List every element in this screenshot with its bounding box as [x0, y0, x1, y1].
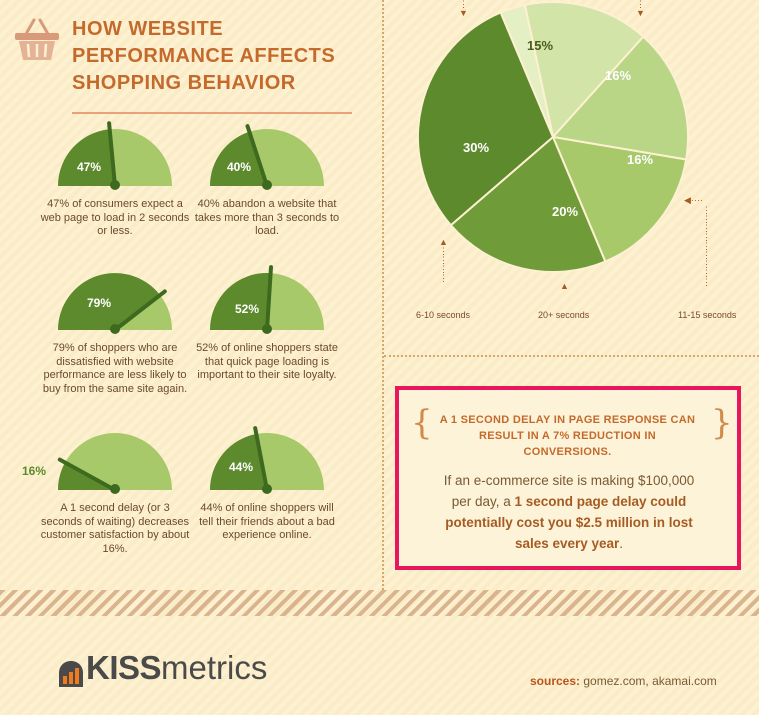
gauge-fill	[58, 273, 160, 330]
right-brace-icon: }	[711, 403, 733, 443]
logo-brand-rest: metrics	[161, 649, 268, 686]
callout-headline: A 1 SECOND DELAY IN PAGE RESPONSE CAN RE…	[439, 414, 696, 458]
arrow-up-20-icon: ▲	[560, 281, 569, 291]
pie-slice	[523, 1, 645, 140]
pie-slice	[449, 135, 607, 273]
pie-axis-label-6-10: 6-10 seconds	[416, 310, 471, 320]
arrow-down-right-icon: ⋮ ▼	[636, 0, 645, 18]
arrow-down-left-icon: ⋮ ▼	[459, 0, 468, 18]
pie-label-30: 30%	[463, 140, 490, 155]
gauge-needle	[265, 265, 273, 332]
title-line-1: HOW WEBSITE	[72, 18, 224, 40]
gauge-1-dial	[58, 121, 172, 190]
gauge-pivot	[262, 180, 272, 190]
callout-body: If an e-commerce site is making $100,000…	[443, 470, 695, 554]
decorative-stripe	[0, 590, 759, 616]
gauge-3: 79% 79% of shoppers who are dissatisfied…	[43, 264, 187, 395]
callout-body-intro: If an e-commerce site is making $100,000…	[443, 473, 695, 509]
gauge-2-value: 40%	[227, 160, 252, 174]
pie-slice	[499, 3, 554, 138]
pie-slice	[416, 11, 555, 227]
gauge-5: 16% A 1 second delay (or 3 seconds of wa…	[22, 424, 189, 555]
gauge-needle	[57, 457, 117, 492]
callout-box: { A 1 SECOND DELAY IN PAGE RESPONSE CAN …	[395, 386, 741, 570]
pie-label-16b: 16%	[605, 68, 632, 83]
gauge-2-caption: 40% abandon a website that takes more th…	[194, 198, 340, 237]
gauge-6: 44% 44% of online shoppers will tell the…	[199, 424, 335, 541]
gauge-5-value: 16%	[22, 464, 47, 478]
gauge-needle	[107, 121, 117, 188]
gauge-pivot	[110, 180, 120, 190]
gauge-fill	[58, 129, 115, 186]
page-title: HOW WEBSITE PERFORMANCE AFFECTS SHOPPING…	[72, 16, 352, 97]
callout-body-emphasis: 1 second page delay could potentially co…	[445, 494, 693, 551]
sources: sources: gomez.com, akamai.com	[530, 674, 717, 688]
gauge-needle	[253, 426, 269, 492]
gauge-4: 52% 52% of online shoppers state that qu…	[196, 264, 338, 381]
pie-label-15: 15%	[527, 38, 554, 53]
pie-axis-label-20-plus: 20+ seconds	[538, 310, 590, 320]
gauge-5-dial	[57, 433, 172, 494]
shopping-basket-icon	[15, 18, 59, 60]
gauge-fill	[210, 434, 267, 490]
gauge-pivot	[110, 484, 120, 494]
pie-slice	[551, 135, 688, 263]
logo-brand-bold: KISS	[86, 649, 162, 686]
gauge-4-caption: 52% of online shoppers state that quick …	[196, 342, 338, 381]
gauge-needle	[113, 289, 167, 332]
gauge-3-caption: 79% of shoppers who are dissatisfied wit…	[42, 342, 188, 395]
gauge-1-value: 47%	[77, 160, 102, 174]
gauge-6-value: 44%	[229, 460, 254, 474]
gauge-needle	[245, 124, 269, 188]
gauge-3-value: 79%	[87, 296, 112, 310]
gauge-2-dial	[210, 124, 324, 190]
gauge-4-value: 52%	[235, 302, 260, 316]
title-line-2: PERFORMANCE AFFECTS	[72, 45, 336, 67]
kissmetrics-logo-icon	[59, 661, 83, 687]
horizontal-divider	[384, 355, 759, 357]
vertical-divider	[382, 0, 384, 590]
gauge-1: 47% 47% of consumers expect a web page t…	[41, 120, 189, 237]
pie-chart: 30% 20% 16% 16% 15%	[415, 0, 690, 285]
gauge-1-caption: 47% of consumers expect a web page to lo…	[40, 198, 190, 237]
pie-axis-label-11-15: 11-15 seconds	[678, 310, 737, 320]
gauge-3-dial	[58, 273, 172, 334]
gauge-5-caption: A 1 second delay (or 3 seconds of waitin…	[40, 502, 190, 555]
title-line-3: SHOPPING BEHAVIOR	[72, 72, 296, 94]
kissmetrics-logo: KISSmetrics	[86, 648, 267, 688]
title-divider	[72, 112, 352, 114]
gauge-pivot	[262, 324, 272, 334]
gauge-2: 40% 40% abandon a website that takes mor…	[195, 120, 339, 237]
pie-label-16a: 16%	[627, 152, 654, 167]
gauge-pivot	[110, 324, 120, 334]
pie-label-20: 20%	[552, 204, 579, 219]
arrow-left-11-15-icon: ◀····	[684, 195, 703, 205]
left-brace-icon: {	[411, 403, 433, 443]
callout-body-end: .	[619, 536, 624, 551]
pie-chart-svg	[416, 1, 689, 273]
gauge-4-dial	[210, 265, 324, 334]
arrow-up-6-10-icon: ▲ ⋮ ⋮ ⋮ ⋮	[439, 237, 448, 283]
pie-slice	[551, 35, 689, 161]
gauge-6-caption: 44% of online shoppers will tell their f…	[199, 502, 335, 541]
gauge-fill	[210, 272, 271, 330]
sources-text: gomez.com, akamai.com	[583, 674, 717, 688]
arrow-line-11-15-icon: ⋮ ⋮ ⋮ ⋮ ⋮ ⋮ ⋮ ⋮ ⋮	[702, 205, 711, 287]
gauge-pivot	[262, 484, 272, 494]
sources-label: sources:	[530, 674, 581, 688]
gauge-6-dial	[210, 426, 324, 494]
